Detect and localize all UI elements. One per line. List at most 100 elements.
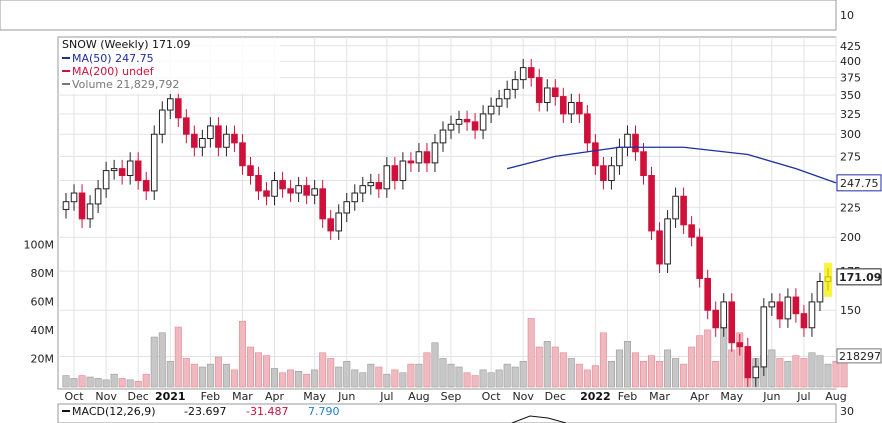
candle-body	[568, 101, 575, 115]
volume-bar	[680, 363, 688, 388]
volume-bar	[816, 355, 824, 388]
macd-value: 7.790	[308, 405, 340, 418]
volume-bar	[832, 361, 840, 388]
volume-tick-label: 20M	[31, 352, 55, 365]
macd-panel: MACD(12,26,9) -23.697 -31.487 7.790 30	[57, 403, 854, 423]
candle-body	[656, 230, 663, 265]
volume-bar	[198, 366, 206, 388]
month-label: Oct	[482, 390, 502, 403]
candle-body	[166, 98, 174, 111]
volume-bar	[527, 318, 535, 388]
candle-body	[784, 296, 792, 320]
candle-body	[728, 301, 736, 344]
volume-bar	[664, 349, 672, 388]
volume-bar	[583, 369, 591, 388]
volume-bar	[407, 363, 415, 388]
chart-title: SNOW (Weekly) 171.09	[62, 38, 191, 51]
candle-body	[648, 175, 655, 232]
candle-body	[295, 185, 302, 194]
volume-bar	[559, 352, 567, 388]
candle-body	[150, 133, 158, 192]
top-strip: 10	[0, 0, 854, 31]
volume-bar	[728, 349, 736, 388]
candle-body	[207, 125, 214, 140]
volume-bar	[776, 358, 784, 388]
candle-body	[110, 168, 118, 172]
candle-body	[375, 182, 383, 190]
macd-line-fragment	[511, 415, 567, 423]
month-label: May	[720, 390, 743, 403]
volume-bar	[808, 352, 816, 388]
last-candle-highlight	[823, 262, 832, 297]
volume-bar	[295, 370, 303, 388]
candle-body	[624, 133, 631, 148]
candle-body	[287, 188, 294, 194]
volume-bar	[150, 336, 158, 388]
volume-bar	[640, 361, 648, 388]
volume-bar	[479, 369, 487, 388]
candle-body	[423, 151, 431, 164]
volume-bar	[447, 363, 455, 388]
month-label: Apr	[265, 390, 285, 403]
volume-flag-label: 218297	[839, 350, 881, 363]
candle-body	[503, 88, 511, 100]
candle-body	[487, 105, 495, 115]
month-label: Jul	[796, 390, 810, 403]
candle-body	[239, 142, 246, 167]
volume-bar	[190, 363, 198, 388]
volume-bar	[824, 363, 832, 388]
volume-bar	[230, 369, 238, 388]
legend-entry: MA(50) 247.75	[72, 52, 154, 65]
candle-body	[311, 188, 318, 196]
volume-bar	[134, 380, 142, 388]
candle-body	[455, 118, 463, 125]
legend-entry: MA(200) undef	[72, 65, 155, 78]
candle-body	[776, 301, 784, 320]
candle-body	[343, 201, 351, 214]
month-label: Aug	[408, 390, 429, 403]
volume-bar	[696, 335, 704, 388]
candle-body	[231, 133, 238, 144]
price-tick-label: 225	[840, 201, 861, 214]
volume-bar	[86, 376, 94, 388]
month-label: 2022	[580, 390, 611, 403]
candle-body	[800, 313, 808, 329]
candle-body	[215, 125, 222, 148]
volume-bar	[263, 355, 271, 388]
price-tick-label: 400	[840, 55, 861, 68]
volume-bar	[343, 361, 351, 388]
price-panel: 425400375350325300275250225200175150125 …	[24, 36, 882, 403]
candle-body	[519, 67, 527, 81]
price-tick-label: 275	[840, 150, 861, 163]
volume-bar	[415, 363, 423, 388]
candle-body	[391, 165, 399, 182]
volume-bar	[423, 352, 431, 388]
volume-bar	[599, 332, 607, 388]
candle-body	[543, 87, 551, 103]
volume-bar	[712, 361, 720, 388]
candle-body	[158, 109, 166, 135]
volume-bar	[166, 361, 174, 388]
candle-body	[664, 218, 671, 265]
month-label: Jun	[762, 390, 780, 403]
candle-body	[279, 180, 286, 190]
candle-body	[744, 346, 752, 379]
volume-tick-label: 60M	[31, 295, 55, 308]
volume-bar	[126, 379, 134, 388]
last-price-label: 171.09	[839, 271, 881, 284]
month-label: Aug	[825, 390, 846, 403]
candle-body	[704, 277, 711, 311]
volume-bar	[222, 363, 230, 388]
volume-bar	[70, 378, 78, 388]
candle-body	[551, 87, 559, 98]
legend-entry: Volume 21,829,792	[72, 78, 179, 91]
volume-bar	[575, 363, 583, 388]
macd-axis: 30	[840, 405, 854, 418]
volume-bar	[768, 349, 776, 388]
macd-legend: MACD(12,26,9) -23.697 -31.487 7.790	[62, 405, 340, 418]
volume-bar	[391, 369, 399, 388]
legend-background	[60, 38, 280, 94]
macd-plot-area	[57, 403, 837, 423]
